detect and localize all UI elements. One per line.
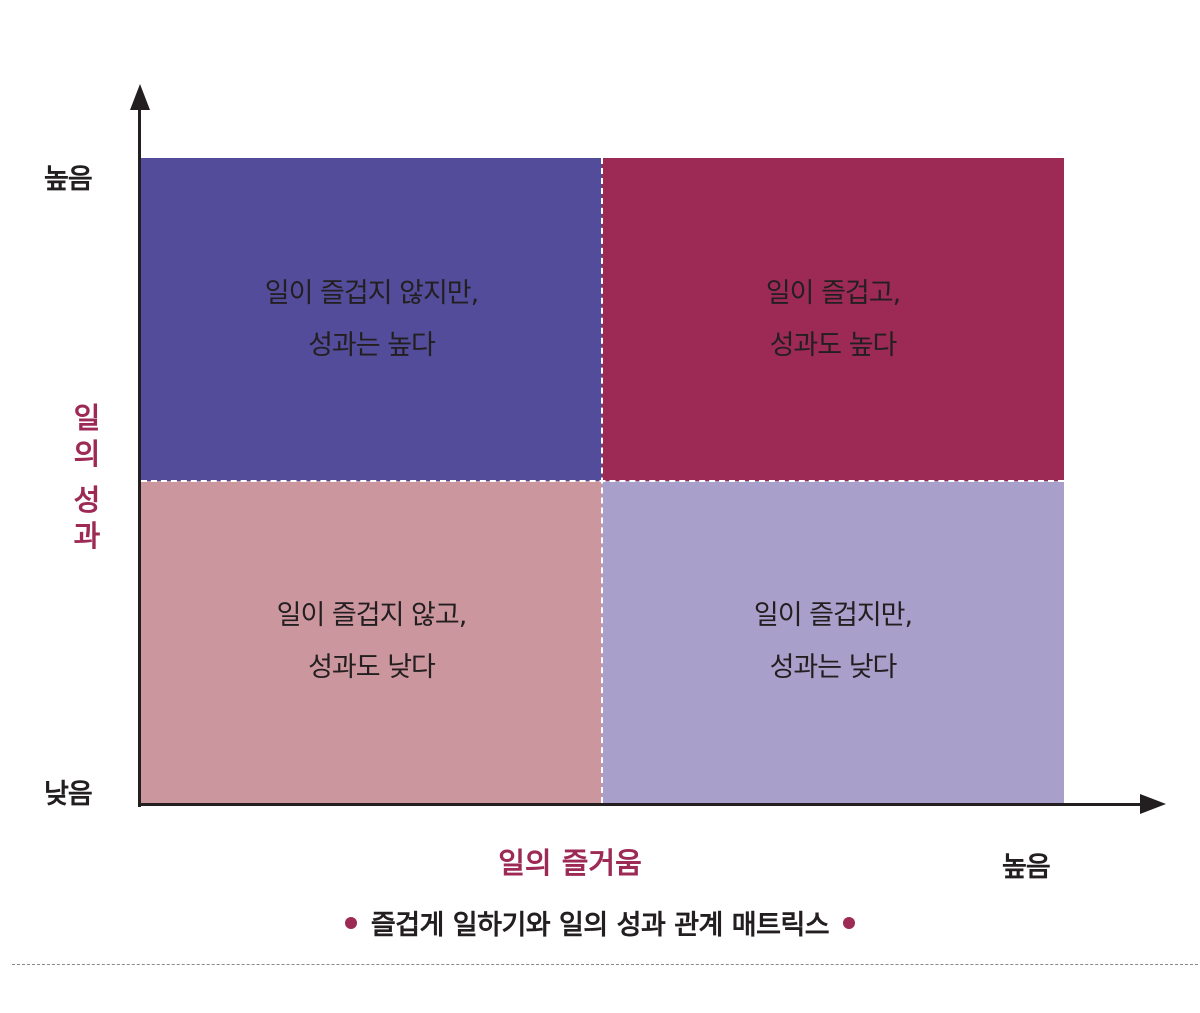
quadrant-top-right-line1: 일이 즐겁고, xyxy=(765,277,901,309)
y-axis-low-label: 낮음 xyxy=(44,779,93,810)
x-axis-line xyxy=(138,803,1144,806)
y-axis-title: 일 의 성 과 xyxy=(62,400,112,554)
quadrant-bottom-right-line2: 성과는 낮다 xyxy=(769,652,898,683)
quadrant-top-right-line2: 성과도 높다 xyxy=(769,329,898,361)
y-axis-high-label: 높음 xyxy=(44,164,93,195)
bottom-divider xyxy=(12,964,1198,965)
quadrant-bottom-right-line1: 일이 즐겁지만, xyxy=(753,600,913,631)
quadrant-bottom-right: 일이 즐겁지만, 성과는 낮다 xyxy=(602,481,1064,803)
quadrant-top-right: 일이 즐겁고, 성과도 높다 xyxy=(602,158,1064,481)
x-axis-high-label: 높음 xyxy=(1002,852,1051,883)
bullet-dot-icon xyxy=(843,916,856,929)
y-axis-arrow-icon xyxy=(130,84,150,110)
quadrant-top-left-line2: 성과는 높다 xyxy=(308,329,436,361)
y-axis-line xyxy=(138,105,141,807)
quadrant-bottom-left: 일이 즐겁지 않고, 성과도 낮다 xyxy=(141,481,602,803)
horizontal-divider xyxy=(141,480,1064,482)
caption: 즐겁게 일하기와 일의 성과 관계 매트릭스 xyxy=(0,903,1200,942)
quadrant-top-left-line1: 일이 즐겁지 않지만, xyxy=(264,277,479,309)
quadrant-bottom-left-line2: 성과도 낮다 xyxy=(308,652,436,683)
bullet-dot-icon xyxy=(344,916,357,929)
caption-text: 즐겁게 일하기와 일의 성과 관계 매트릭스 xyxy=(370,910,830,941)
quadrant-top-left: 일이 즐겁지 않지만, 성과는 높다 xyxy=(141,158,602,481)
x-axis-arrow-icon xyxy=(1140,794,1166,814)
y-axis-title-char: 일 xyxy=(73,401,101,435)
y-axis-title-char: 성 xyxy=(73,483,101,517)
x-axis-title: 일의 즐거움 xyxy=(498,846,642,880)
quadrant-bottom-left-line1: 일이 즐겁지 않고, xyxy=(276,600,468,631)
y-axis-title-char: 과 xyxy=(73,519,101,553)
y-axis-title-char: 의 xyxy=(73,437,101,471)
